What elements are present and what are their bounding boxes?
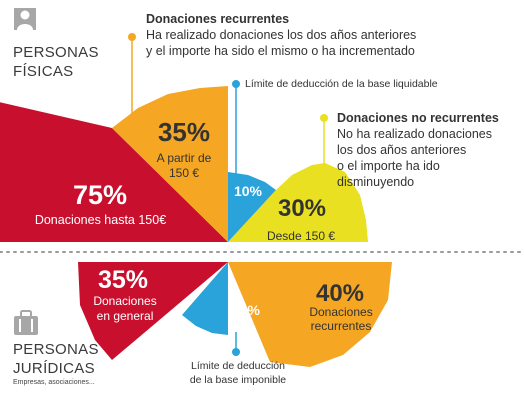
note-no-recurrentes: Donaciones no recurrentes No ha realizad…: [337, 110, 499, 190]
note-recurrentes-title: Donaciones recurrentes: [146, 12, 290, 26]
note-no-recurrentes-line1: No ha realizado donaciones: [337, 127, 492, 141]
segment-fisicas-30-label: Desde 150 €: [266, 229, 336, 243]
segment-fisicas-75: [0, 102, 228, 242]
segment-juridicas-40: [228, 262, 392, 367]
segment-juridicas-40-label1: Donaciones: [309, 305, 373, 319]
segment-fisicas-75-label: Donaciones hasta 150€: [34, 213, 167, 227]
note-no-recurrentes-line2: los dos años anteriores: [337, 143, 467, 157]
section-juridicas-line1: PERSONAS: [13, 341, 99, 358]
segment-juridicas-10-pct: 10%: [231, 302, 261, 318]
segment-fisicas-30: [228, 163, 368, 242]
note-no-recurrentes-line3: o el importe ha ido: [337, 159, 440, 173]
segment-juridicas-40-label2: recurrentes: [310, 319, 372, 333]
callout-dot-liquidable: [232, 80, 240, 88]
section-fisicas-label: PERSONAS FÍSICAS: [13, 43, 99, 81]
segment-juridicas-35-pct: 35%: [97, 266, 149, 294]
callout-dot-no-recurrentes: [320, 114, 328, 122]
note-recurrentes-line2: y el importe ha sido el mismo o ha incre…: [146, 44, 415, 58]
segment-fisicas-75-pct: 75%: [72, 180, 128, 210]
callout-dot-recurrentes: [128, 33, 136, 41]
note-recurrentes: Donaciones recurrentes Ha realizado dona…: [146, 11, 416, 59]
section-juridicas-label: PERSONAS JURÍDICAS: [13, 340, 99, 378]
segment-juridicas-35-label1: Donaciones: [93, 294, 157, 308]
segment-fisicas-10: [228, 172, 276, 242]
segment-fisicas-30-pct: 30%: [277, 195, 327, 222]
segment-juridicas-35-label2: en general: [96, 309, 154, 323]
segment-fisicas-35-label2: 150 €: [168, 166, 200, 180]
note-no-recurrentes-line4: disminuyendo: [337, 175, 415, 189]
segment-fisicas-35: [112, 86, 228, 242]
section-fisicas-line2: FÍSICAS: [13, 63, 74, 80]
note-recurrentes-line1: Ha realizado donaciones los dos años ant…: [146, 28, 417, 42]
section-juridicas-line2: JURÍDICAS: [13, 360, 95, 377]
note-limite-imponible-line1: Límite de deducción: [191, 360, 285, 372]
person-icon: [14, 8, 36, 30]
segment-juridicas-10: [182, 262, 228, 335]
section-fisicas-line1: PERSONAS: [13, 44, 99, 61]
briefcase-icon: [14, 310, 38, 335]
segment-fisicas-35-pct: 35%: [157, 117, 211, 147]
callout-dot-imponible: [232, 348, 240, 356]
section-juridicas-subtitle: Empresas, asociaciones...: [13, 379, 95, 386]
note-no-recurrentes-title: Donaciones no recurrentes: [337, 111, 499, 125]
segment-juridicas-35: [78, 262, 228, 360]
segment-fisicas-35-label1: A partir de: [156, 151, 212, 165]
note-limite-imponible-line2: de la base imponible: [189, 374, 287, 386]
segment-fisicas-10-pct: 10%: [233, 183, 263, 199]
segment-juridicas-40-pct: 40%: [315, 280, 365, 307]
note-limite-liquidable: Límite de deducción de la base liquidabl…: [245, 78, 438, 90]
note-limite-imponible: Límite de deducción de la base imponible: [184, 359, 292, 387]
